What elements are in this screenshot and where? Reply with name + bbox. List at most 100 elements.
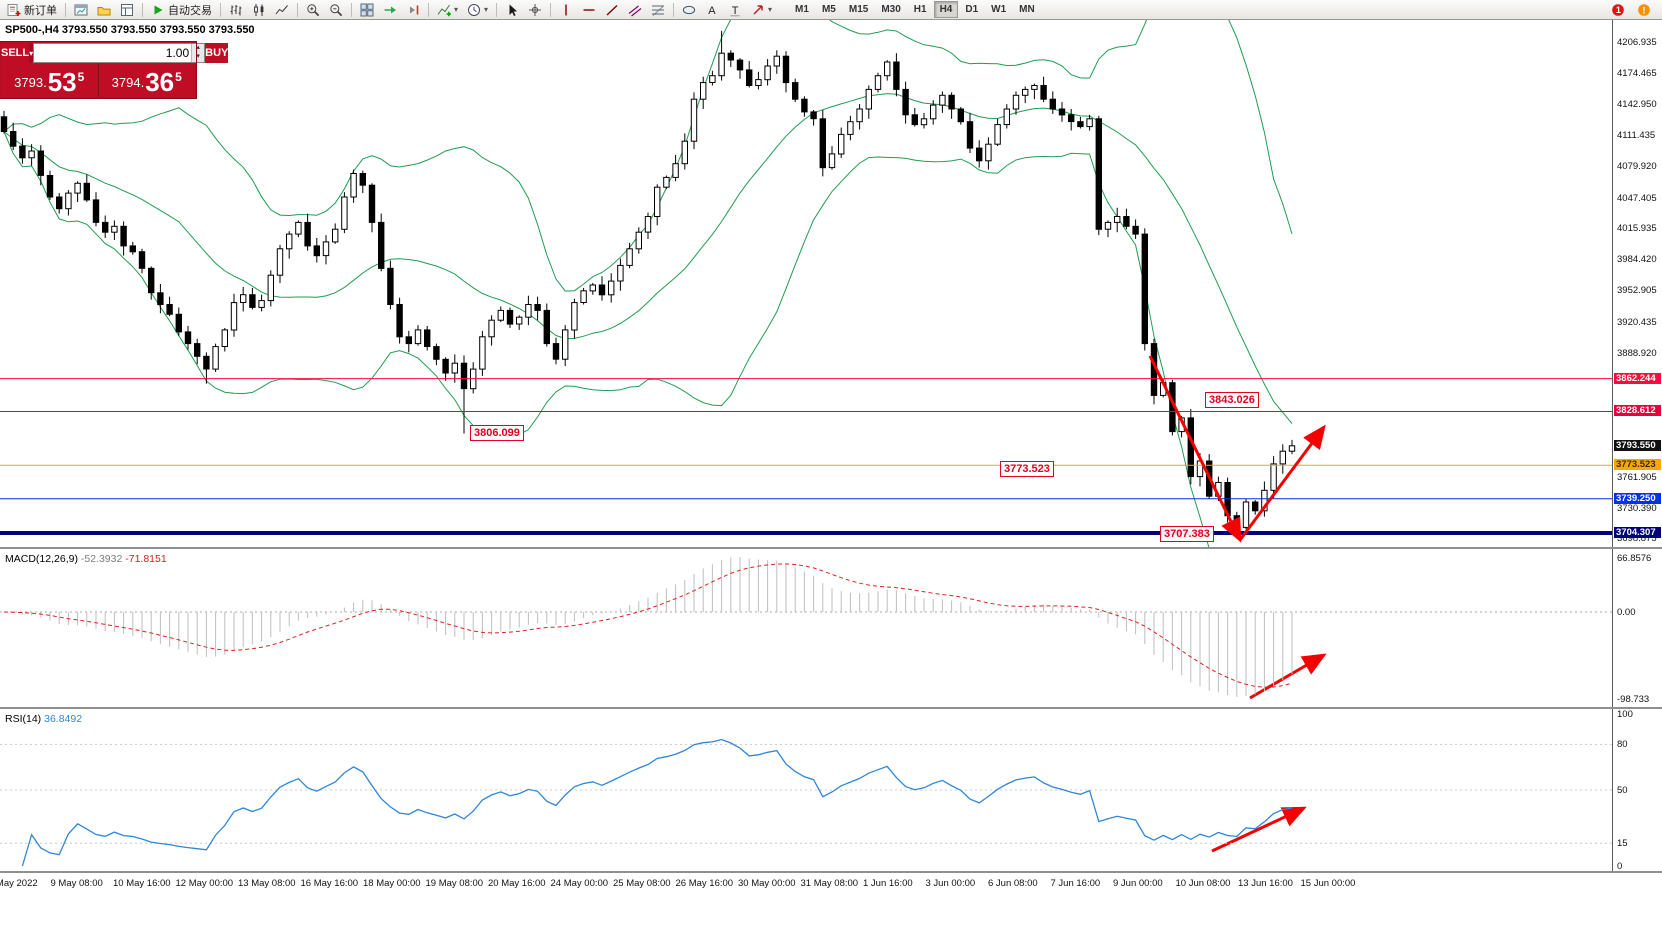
crosshair-icon	[529, 3, 542, 16]
toolbar-indicators-button[interactable]: ▾	[433, 1, 462, 19]
toolbar-ellipse-button[interactable]	[678, 1, 700, 19]
rsi-axis[interactable]: 100 80 50 15 0	[1612, 709, 1662, 871]
volume-dropdown-button[interactable]: ▾	[29, 43, 34, 63]
toolbar-hline-button[interactable]	[578, 1, 600, 19]
chevron-down-icon[interactable]: ▾	[484, 5, 489, 14]
price-callout-3707.383[interactable]: 3707.383	[1160, 526, 1214, 542]
buy-price-display[interactable]: 3794. 36 5	[99, 63, 196, 97]
toolbar-crosshair-button[interactable]	[524, 1, 546, 19]
toolbar-candle-chart-button[interactable]	[248, 1, 270, 19]
toolbar-label-t-button[interactable]: T	[724, 1, 746, 19]
toolbar-fibo-button[interactable]	[647, 1, 669, 19]
volume-input[interactable]	[34, 44, 192, 62]
toolbar-separator	[220, 2, 221, 17]
timeframe-d1-button[interactable]: D1	[965, 4, 979, 15]
trend-arrow[interactable]	[1211, 806, 1307, 853]
svg-text:1: 1	[1616, 5, 1621, 15]
svg-text:A: A	[708, 5, 716, 17]
panel-separator[interactable]	[0, 871, 1662, 873]
macd-name: MACD(12,26,9)	[5, 553, 78, 565]
rsi-indicator-canvas[interactable]	[0, 709, 1612, 871]
chevron-down-icon[interactable]: ▾	[768, 5, 773, 14]
time-axis-label: 6 Jun 08:00	[988, 878, 1038, 889]
macd-axis-label: 0.00	[1617, 607, 1636, 618]
trend-arrow[interactable]	[1238, 424, 1326, 541]
chart-window-icon	[74, 4, 88, 15]
toolbar-right-icons: 1!	[1607, 1, 1659, 19]
toolbar-separator	[428, 2, 429, 17]
volume-increase-button[interactable]: ▴	[192, 44, 205, 53]
toolbar-line-chart-button[interactable]	[271, 1, 293, 19]
price-axis-label: 4015.935	[1617, 223, 1657, 234]
timeframe-h4-button[interactable]: H4	[933, 1, 959, 18]
toolbar-zoom-in-button[interactable]	[302, 1, 324, 19]
timeframe-m15-button[interactable]: M15	[848, 4, 869, 15]
toolbar-chart-window-button[interactable]	[70, 1, 92, 19]
time-axis-label: 7 Jun 16:00	[1050, 878, 1101, 889]
toolbar-tline-button[interactable]	[601, 1, 623, 19]
toolbar-channel-button[interactable]	[624, 1, 646, 19]
toolbar-vline-button[interactable]	[555, 1, 577, 19]
price-callout-3843.026[interactable]: 3843.026	[1205, 392, 1259, 408]
zoom-in-icon	[307, 3, 320, 16]
trend-arrow[interactable]	[1148, 355, 1242, 543]
toolbar-text-a-button[interactable]: A	[701, 1, 723, 19]
new-order-icon	[7, 3, 21, 16]
volume-field: ▴ ▾	[33, 43, 206, 63]
sell-button[interactable]: SELL	[1, 43, 30, 63]
toolbar-shift-button[interactable]	[402, 1, 424, 19]
price-axis-label: 4142.950	[1617, 99, 1657, 110]
toolbar-clock-button[interactable]: ▾	[463, 1, 492, 19]
timeframe-h1-button[interactable]: H1	[913, 4, 927, 15]
template-icon	[121, 3, 133, 16]
notification-badge[interactable]: 1	[1607, 1, 1629, 19]
price-axis[interactable]: 4206.935 4174.465 4142.950 4111.435 4079.920…	[1612, 20, 1662, 547]
panel-separator[interactable]	[0, 707, 1662, 709]
time-axis-label: 10 Jun 08:00	[1175, 878, 1231, 889]
chart-workspace[interactable]: SP500-,H4 3793.550 3793.550 3793.550 379…	[0, 20, 1662, 935]
chart-ohlc-header: SP500-,H4 3793.550 3793.550 3793.550 379…	[5, 24, 255, 36]
main-chart-canvas[interactable]	[0, 20, 1612, 547]
panel-separator[interactable]	[0, 547, 1662, 549]
price-axis-label: 3698.875	[1617, 533, 1657, 544]
sell-price-display[interactable]: 3793. 53 5	[1, 63, 98, 97]
toolbar-new-order-button[interactable]: 新订单	[3, 1, 61, 19]
timeframe-w1-button[interactable]: W1	[991, 4, 1007, 15]
toolbar-bar-chart-button[interactable]	[225, 1, 247, 19]
alert-badge[interactable]: !	[1633, 1, 1655, 19]
price-axis-label: 4174.465	[1617, 68, 1657, 79]
toolbar-tile-button[interactable]	[356, 1, 378, 19]
price-badge-3773.523: 3773.523	[1614, 459, 1661, 470]
timeframe-m30-button[interactable]: M30	[881, 4, 901, 15]
time-axis[interactable]: 5 May 2022 9 May 08:00 10 May 16:00 12 May …	[0, 873, 1662, 935]
timeframe-m5-button[interactable]: M5	[821, 4, 836, 15]
toolbar-folder-button[interactable]	[93, 1, 115, 19]
macd-indicator-canvas[interactable]	[0, 549, 1612, 707]
price-axis-label: 4206.935	[1617, 37, 1657, 48]
toolbar-auto-scroll-button[interactable]	[379, 1, 401, 19]
clock-icon	[468, 3, 481, 16]
macd-signal-value: -71.8151	[125, 553, 167, 565]
price-callout-3806.099[interactable]: 3806.099	[470, 425, 524, 441]
volume-decrease-button[interactable]: ▾	[192, 53, 205, 62]
one-click-trading-panel: SELL ▾ ▴ ▾ BUY 3793. 53 5	[0, 41, 229, 99]
price-callout-3773.523[interactable]: 3773.523	[1000, 461, 1054, 477]
toolbar-arrow-tool-button[interactable]: ▾	[747, 1, 776, 19]
buy-price-sup: 5	[175, 70, 182, 84]
chevron-down-icon[interactable]: ▾	[454, 5, 459, 14]
macd-axis[interactable]: 66.8576 0.00 -98.733	[1612, 549, 1662, 707]
time-axis-label: 13 Jun 16:00	[1238, 878, 1293, 889]
buy-button[interactable]: BUY	[205, 43, 229, 63]
hline-icon	[583, 8, 595, 11]
rsi-indicator-label: RSI(14) 36.8492	[5, 713, 82, 725]
price-axis-label: 3730.390	[1617, 503, 1657, 514]
toolbar-zoom-out-button[interactable]	[325, 1, 347, 19]
toolbar-label: 新订单	[24, 4, 57, 17]
toolbar-play-button[interactable]: 自动交易	[147, 1, 216, 19]
toolbar-template-button[interactable]	[116, 1, 138, 19]
timeframe-m1-button[interactable]: M1	[795, 4, 809, 15]
toolbar-cursor-button[interactable]	[501, 1, 523, 19]
timeframe-mn-button[interactable]: MN	[1019, 4, 1035, 15]
trend-arrow[interactable]	[1249, 653, 1327, 700]
